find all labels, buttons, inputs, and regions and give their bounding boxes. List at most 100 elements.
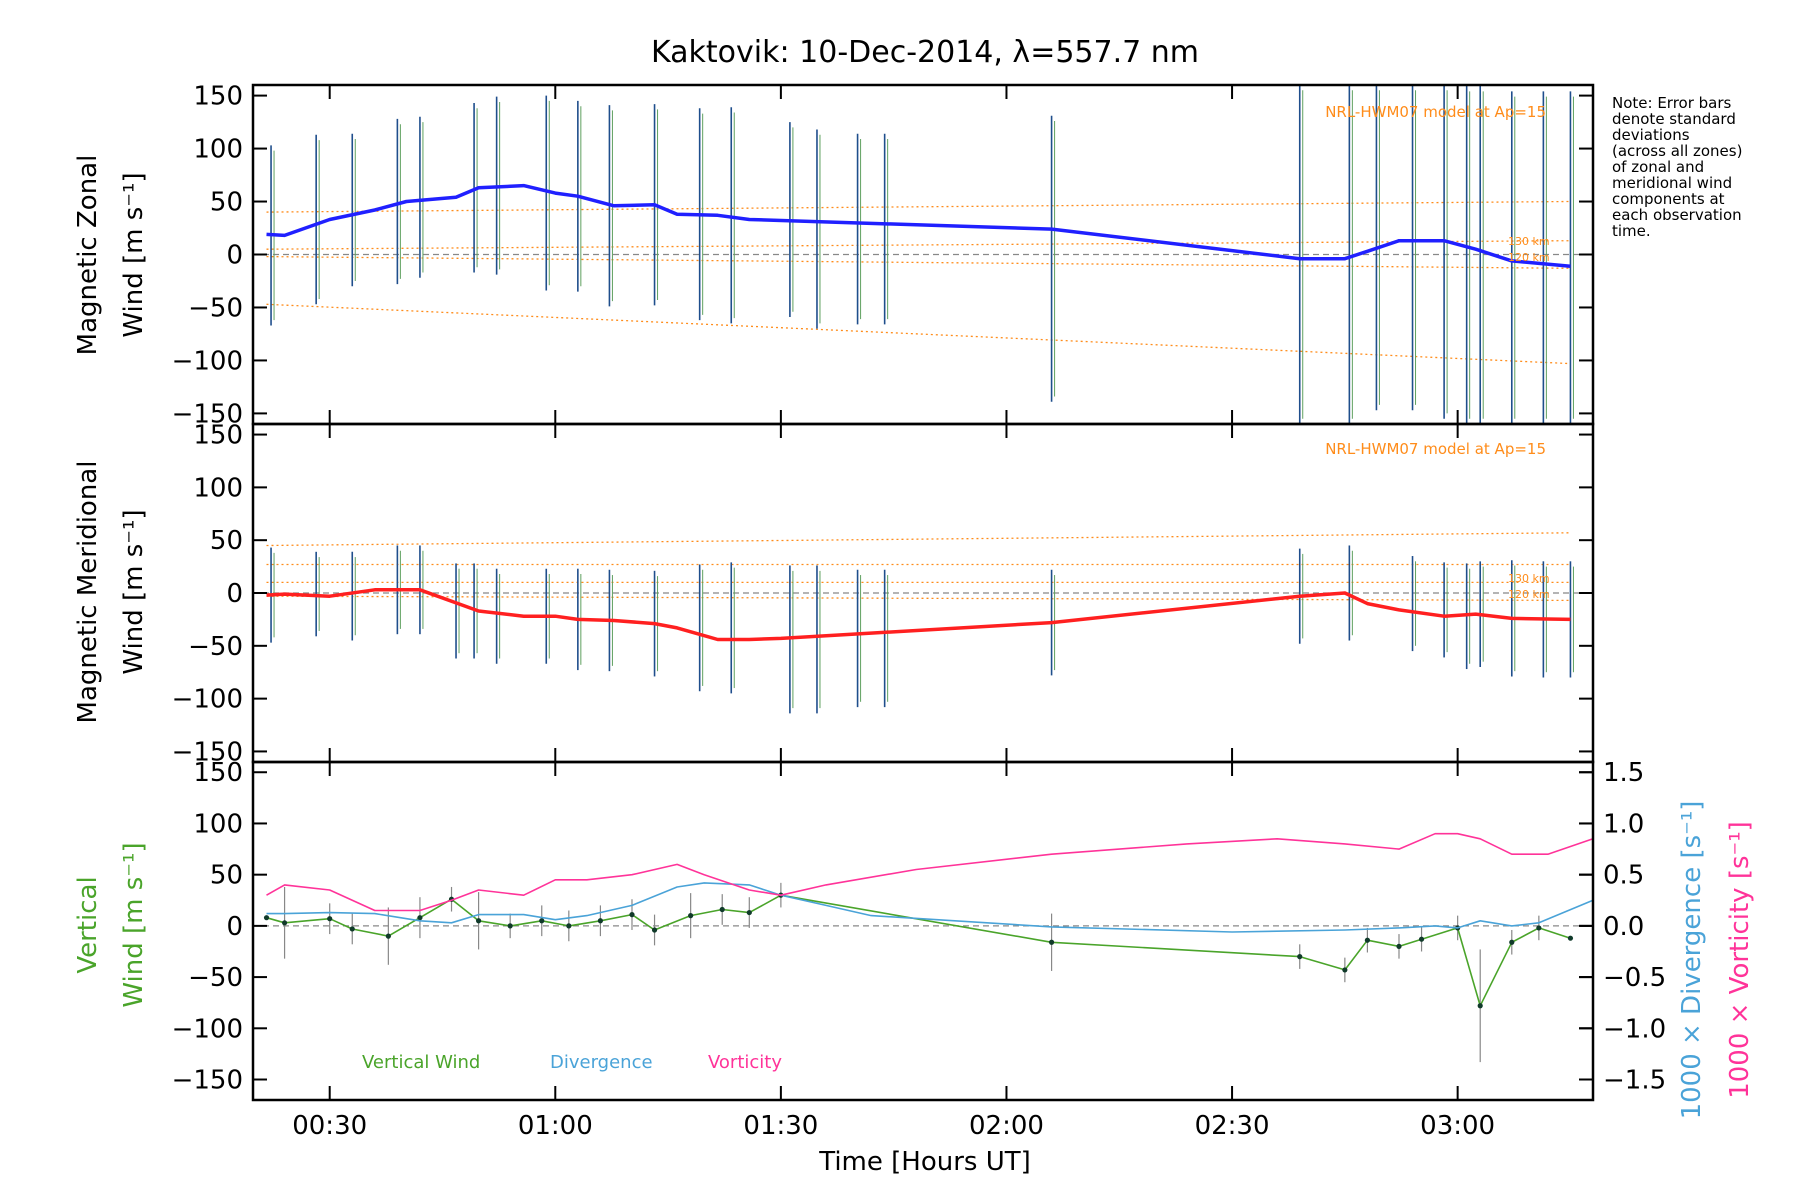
note-line: meridional wind	[1612, 174, 1732, 192]
model-line	[266, 255, 1571, 269]
vertical-wind-point	[1297, 954, 1303, 960]
vertical-wind-point	[1396, 943, 1402, 949]
vertical-ylabel: Vertical Wind [m s⁻¹]	[73, 842, 149, 1007]
note-line: deviations	[1612, 126, 1690, 144]
vertical-wind-point	[1477, 1003, 1483, 1009]
vertical-ylabel-line2: Wind [m s⁻¹]	[119, 842, 149, 1007]
right-y-tick-label: 1.5	[1603, 758, 1644, 788]
vertical-wind-point	[629, 912, 635, 918]
vertical-wind-point	[719, 906, 725, 913]
vorticity-axis-label-text: 1000 × Vorticity [s⁻¹]	[1725, 821, 1755, 1099]
y-tick-label: 150	[193, 82, 243, 112]
series-line-zonal-wind	[266, 183, 1571, 268]
series-line-meridional-wind	[266, 588, 1571, 642]
axes-layer: 150100500−50−100−150150100500−50−100−150…	[172, 82, 1667, 1141]
right-y-tick-label: 0.5	[1603, 861, 1644, 891]
x-tick-label: 02:00	[969, 1111, 1044, 1141]
model-line	[266, 303, 1571, 365]
series-line-divergence	[266, 882, 1594, 933]
legend-divergence: Divergence	[550, 1052, 653, 1073]
vertical-wind-point	[566, 923, 572, 929]
y-tick-label: −150	[172, 737, 243, 767]
series-line-vertical-wind	[266, 894, 1571, 1007]
note-line: Note: Error bars	[1612, 94, 1732, 112]
vertical-wind-point	[539, 918, 545, 924]
panel-frame	[251, 760, 1595, 1102]
y-tick-label: −50	[188, 293, 243, 323]
vertical-wind-point	[746, 909, 752, 916]
model-lines-layer	[253, 200, 1593, 927]
zonal-alt-label-130: 130 km	[1508, 235, 1550, 248]
vertical-wind-point	[1509, 939, 1515, 945]
meridional-model-label: NRL-HWM07 model at Ap=15	[1325, 440, 1546, 458]
divergence-axis-label: 1000 × Divergence [s⁻¹]	[1677, 801, 1707, 1120]
zonal-ylabel-line2: Wind [m s⁻¹]	[119, 172, 149, 337]
note-line: denote standard	[1612, 110, 1736, 128]
model-line	[266, 595, 1571, 602]
vertical-wind-point	[1536, 925, 1542, 931]
error-bar-note: Note: Error bars denote standard deviati…	[1612, 94, 1742, 240]
y-tick-label: 100	[193, 809, 243, 839]
meridional-ylabel-line2: Wind [m s⁻¹]	[119, 509, 149, 674]
legend-vertical-wind: Vertical Wind	[362, 1052, 480, 1073]
y-tick-label: 0	[226, 579, 243, 609]
note-line: (across all zones)	[1612, 142, 1742, 160]
divergence-axis-label-text: 1000 × Divergence [s⁻¹]	[1677, 801, 1707, 1120]
x-tick-label: 03:00	[1420, 1111, 1495, 1141]
zonal-model-label: NRL-HWM07 model at Ap=15	[1325, 103, 1546, 121]
note-line: time.	[1612, 222, 1651, 240]
y-tick-label: 50	[210, 526, 243, 556]
vertical-wind-point	[1048, 939, 1055, 945]
vertical-wind-point	[651, 927, 658, 933]
vertical-wind-point	[688, 913, 694, 919]
meridional-ylabel-line1: Magnetic Meridional	[73, 461, 103, 724]
y-tick-label: −150	[172, 1066, 243, 1096]
vertical-wind-point	[327, 916, 333, 922]
zonal-ylabel-line1: Magnetic Zonal	[73, 155, 103, 356]
vertical-wind-point	[1567, 935, 1574, 941]
x-axis-title: Time [Hours UT]	[818, 1147, 1031, 1177]
right-y-tick-label: −0.5	[1603, 963, 1666, 993]
zonal-alt-label-120: 120 km	[1508, 251, 1550, 264]
legend-vorticity: Vorticity	[708, 1052, 782, 1073]
right-y-tick-label: 1.0	[1603, 809, 1644, 839]
vertical-ylabel-line1: Vertical	[73, 876, 103, 973]
series-layer	[263, 183, 1594, 1009]
y-tick-label: −100	[172, 346, 243, 376]
vertical-wind-point	[417, 915, 423, 921]
note-line: each observation	[1612, 206, 1742, 224]
y-tick-label: 100	[193, 473, 243, 503]
y-tick-label: 0	[226, 241, 243, 271]
x-tick-label: 01:30	[743, 1111, 818, 1141]
vertical-wind-point	[385, 933, 391, 939]
model-line	[266, 200, 1571, 213]
vertical-wind-point	[349, 926, 355, 932]
y-tick-label: 150	[193, 758, 243, 788]
model-line	[266, 240, 1571, 250]
y-tick-label: −100	[172, 1014, 243, 1044]
chart-title: Kaktovik: 10-Dec-2014, λ=557.7 nm	[651, 35, 1199, 70]
y-tick-label: 0	[226, 912, 243, 942]
vertical-wind-point	[507, 923, 513, 929]
y-tick-label: −50	[188, 632, 243, 662]
vertical-wind-point	[263, 915, 270, 921]
meridional-alt-label-120: 120 km	[1508, 588, 1550, 601]
vertical-wind-point	[475, 918, 482, 924]
note-line: components at	[1612, 190, 1725, 208]
x-tick-label: 02:30	[1195, 1111, 1270, 1141]
zonal-ylabel: Magnetic Zonal Wind [m s⁻¹]	[73, 155, 149, 356]
vorticity-axis-label: 1000 × Vorticity [s⁻¹]	[1725, 821, 1755, 1099]
vertical-wind-point	[1342, 967, 1348, 973]
right-y-tick-label: −1.0	[1603, 1014, 1666, 1044]
right-y-tick-label: 0.0	[1603, 912, 1644, 942]
right-y-tick-label: −1.5	[1603, 1066, 1666, 1096]
y-tick-label: −100	[172, 685, 243, 715]
vertical-wind-point	[1364, 937, 1371, 943]
y-tick-label: 50	[210, 861, 243, 891]
meridional-alt-label-130: 130 km	[1508, 572, 1550, 585]
series-line-vorticity	[266, 832, 1594, 912]
model-line	[266, 532, 1571, 547]
y-tick-label: −50	[188, 963, 243, 993]
y-tick-label: 100	[193, 135, 243, 165]
